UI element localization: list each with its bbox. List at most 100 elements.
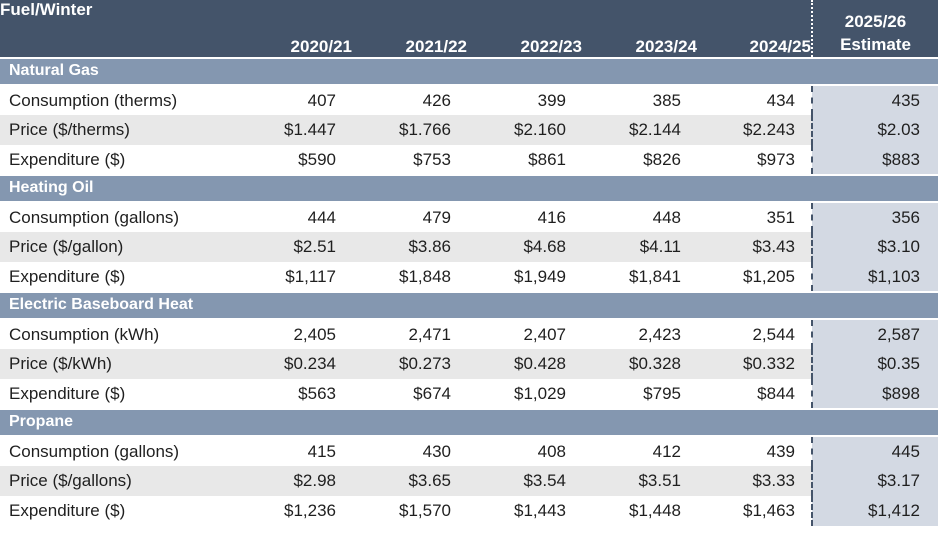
cell: $861 — [467, 145, 582, 175]
cell: $3.33 — [697, 466, 812, 496]
cell: $795 — [582, 379, 697, 409]
row-label: Price ($/kWh) — [0, 349, 237, 379]
estimate-cell: 435 — [811, 85, 938, 115]
cell: 2,423 — [582, 319, 697, 349]
cell: $1,949 — [467, 262, 582, 292]
cell: $1,448 — [582, 496, 697, 526]
estimate-column-header: 2025/26 Estimate — [811, 0, 938, 58]
cell: $4.11 — [582, 232, 697, 262]
cell: $3.54 — [467, 466, 582, 496]
cell: $3.65 — [352, 466, 467, 496]
table-row: Consumption (therms) 407 426 399 385 434… — [0, 85, 938, 115]
cell: 448 — [582, 202, 697, 232]
cell: 351 — [697, 202, 812, 232]
estimate-header-line2: Estimate — [840, 35, 911, 55]
cell: $0.332 — [697, 349, 812, 379]
estimate-cell: $0.35 — [811, 349, 938, 379]
estimate-cell: $898 — [811, 379, 938, 409]
cell: $1,463 — [697, 496, 812, 526]
section-header-heating-oil: Heating Oil — [0, 174, 938, 203]
cell: $1,205 — [697, 262, 812, 292]
section-row-electric-baseboard-heat: Electric Baseboard Heat — [0, 291, 938, 320]
cell: $2.160 — [467, 115, 582, 145]
cell: $973 — [697, 145, 812, 175]
cell: $2.144 — [582, 115, 697, 145]
column-header-2024-25: 2024/25 — [697, 0, 812, 58]
cell: $3.51 — [582, 466, 697, 496]
cell: $590 — [237, 145, 352, 175]
estimate-cell: $1,103 — [811, 262, 938, 292]
cell: $844 — [697, 379, 812, 409]
estimate-cell: $1,412 — [811, 496, 938, 526]
row-label: Consumption (kWh) — [0, 319, 237, 349]
estimate-cell: 445 — [811, 436, 938, 466]
table-row: Expenditure ($) $1,117 $1,848 $1,949 $1,… — [0, 262, 938, 292]
cell: $0.428 — [467, 349, 582, 379]
cell: $674 — [352, 379, 467, 409]
cell: $1,570 — [352, 496, 467, 526]
table-row: Consumption (gallons) 444 479 416 448 35… — [0, 202, 938, 232]
cell: 426 — [352, 85, 467, 115]
cell: 399 — [467, 85, 582, 115]
estimate-cell: 356 — [811, 202, 938, 232]
cell: $0.234 — [237, 349, 352, 379]
cell: $1,841 — [582, 262, 697, 292]
column-header-2020-21: 2020/21 — [237, 0, 352, 58]
row-label: Expenditure ($) — [0, 262, 237, 292]
section-header-natural-gas: Natural Gas — [0, 57, 938, 86]
cell: 479 — [352, 202, 467, 232]
column-header-2023-24: 2023/24 — [582, 0, 697, 58]
cell: $2.51 — [237, 232, 352, 262]
table-row: Consumption (gallons) 415 430 408 412 43… — [0, 436, 938, 466]
cell: 407 — [237, 85, 352, 115]
estimate-cell: $3.10 — [811, 232, 938, 262]
row-label: Expenditure ($) — [0, 496, 237, 526]
table-row: Expenditure ($) $590 $753 $861 $826 $973… — [0, 145, 938, 175]
estimate-header-line1: 2025/26 — [844, 12, 907, 32]
cell: $563 — [237, 379, 352, 409]
section-row-natural-gas: Natural Gas — [0, 57, 938, 86]
corner-header: Fuel/Winter — [0, 0, 237, 58]
cell: $1,443 — [467, 496, 582, 526]
estimate-cell: $3.17 — [811, 466, 938, 496]
table-row: Price ($/kWh) $0.234 $0.273 $0.428 $0.32… — [0, 349, 938, 379]
section-header-electric-baseboard-heat: Electric Baseboard Heat — [0, 291, 938, 320]
cell: 408 — [467, 436, 582, 466]
table-row: Consumption (kWh) 2,405 2,471 2,407 2,42… — [0, 319, 938, 349]
table-row: Price ($/therms) $1.447 $1.766 $2.160 $2… — [0, 115, 938, 145]
row-label: Consumption (therms) — [0, 85, 237, 115]
cell: $2.243 — [697, 115, 812, 145]
estimate-cell: $2.03 — [811, 115, 938, 145]
row-label: Expenditure ($) — [0, 379, 237, 409]
row-label: Consumption (gallons) — [0, 436, 237, 466]
column-header-2021-22: 2021/22 — [352, 0, 467, 58]
cell: $1,029 — [467, 379, 582, 409]
cell: $1.766 — [352, 115, 467, 145]
cell: $2.98 — [237, 466, 352, 496]
cell: $3.43 — [697, 232, 812, 262]
table-row: Expenditure ($) $1,236 $1,570 $1,443 $1,… — [0, 496, 938, 526]
cell: 385 — [582, 85, 697, 115]
cell: $1,848 — [352, 262, 467, 292]
row-label: Price ($/gallons) — [0, 466, 237, 496]
cell: $0.328 — [582, 349, 697, 379]
cell: $826 — [582, 145, 697, 175]
section-row-propane: Propane — [0, 408, 938, 437]
cell: 2,405 — [237, 319, 352, 349]
table-header-row: Fuel/Winter 2020/21 2021/22 2022/23 2023… — [0, 0, 938, 58]
cell: 2,544 — [697, 319, 812, 349]
cell: 2,407 — [467, 319, 582, 349]
table-row: Expenditure ($) $563 $674 $1,029 $795 $8… — [0, 379, 938, 409]
cell: $1.447 — [237, 115, 352, 145]
estimate-cell: $883 — [811, 145, 938, 175]
table-row: Price ($/gallon) $2.51 $3.86 $4.68 $4.11… — [0, 232, 938, 262]
cell: 412 — [582, 436, 697, 466]
cell: $1,117 — [237, 262, 352, 292]
cell: 416 — [467, 202, 582, 232]
cell: 444 — [237, 202, 352, 232]
cell: $4.68 — [467, 232, 582, 262]
cell: 434 — [697, 85, 812, 115]
cell: 430 — [352, 436, 467, 466]
section-header-propane: Propane — [0, 408, 938, 437]
